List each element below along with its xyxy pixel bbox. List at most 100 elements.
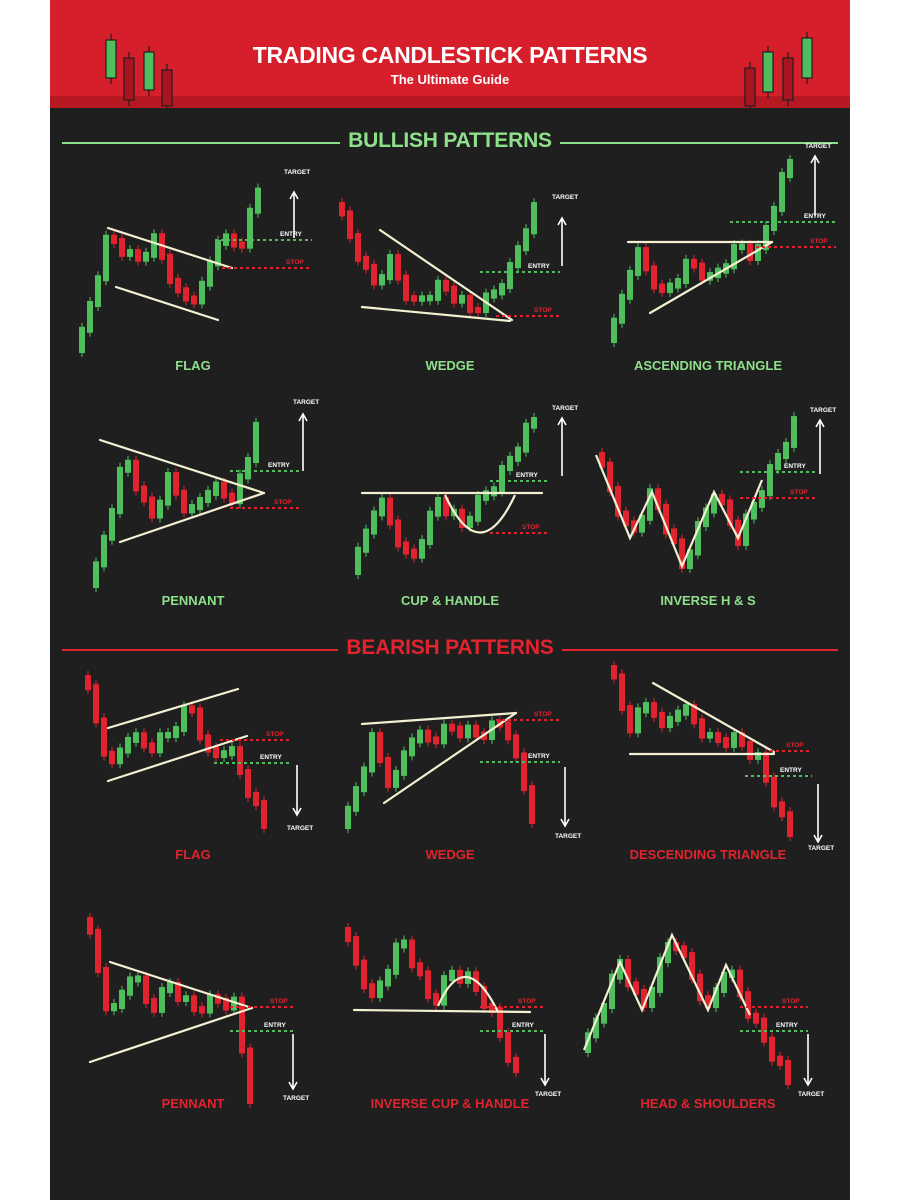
bull-candle: [213, 481, 219, 496]
bull-candle: [731, 244, 737, 270]
bear-candle: [247, 1047, 253, 1104]
bull-candle: [523, 228, 529, 252]
bear-pennant-chart: ENTRY STOP TARGET: [87, 913, 309, 1108]
bull-candle: [377, 980, 383, 999]
bear-candle: [387, 497, 393, 526]
bull-candle: [751, 501, 757, 520]
bear-candle: [395, 519, 401, 548]
bear-candle: [691, 258, 697, 269]
bear-candle: [347, 210, 353, 240]
bull-candle: [703, 507, 709, 528]
pattern-label-bear-wedge: WEDGE: [425, 847, 475, 862]
bear-candle: [119, 238, 125, 257]
bear-candle: [425, 729, 431, 743]
bull-candle: [635, 247, 641, 276]
bull-candle: [237, 473, 243, 505]
bull-candle: [619, 293, 625, 324]
bear-candle: [237, 746, 243, 775]
bull-candle: [371, 510, 377, 535]
bear-candle: [715, 732, 721, 743]
target-arrow-head: [292, 807, 302, 817]
target-marker: TARGET: [535, 1091, 561, 1098]
bull-candle: [109, 508, 115, 541]
bull-candle: [215, 239, 221, 267]
bull-candle: [247, 207, 253, 249]
bull-candle: [683, 704, 689, 716]
bearish-section-title: BEARISH PATTERNS: [50, 636, 850, 660]
bull-candle: [117, 747, 123, 765]
entry-marker: ENTRY: [776, 1022, 798, 1029]
target-marker: TARGET: [555, 833, 581, 840]
bull-candle: [127, 249, 133, 257]
bull-candle: [755, 752, 761, 760]
bear-candle: [769, 1036, 775, 1062]
bear-candle: [109, 750, 115, 765]
target-marker: TARGET: [798, 1091, 824, 1098]
bear-candle: [173, 472, 179, 496]
bear-candle: [205, 734, 211, 753]
entry-marker: ENTRY: [516, 472, 538, 479]
bear-candle: [753, 1012, 759, 1024]
stop-marker: STOP: [274, 499, 292, 506]
bull-candle: [379, 497, 385, 517]
bear-candle: [513, 734, 519, 759]
bull-candle: [189, 504, 195, 514]
flag-lower-line: [114, 285, 220, 322]
bear-candle: [611, 665, 617, 680]
bear-candle: [705, 995, 711, 1009]
target-marker: TARGET: [284, 169, 310, 176]
bear-candle: [723, 737, 729, 748]
bull-candle: [775, 453, 781, 471]
bear-candle: [689, 952, 695, 980]
bear-candle: [481, 986, 487, 1009]
bull-candle: [647, 488, 653, 521]
bear-candle: [651, 702, 657, 718]
header-banner: [50, 0, 850, 108]
entry-marker: ENTRY: [804, 213, 826, 220]
bull-candle: [255, 187, 261, 214]
bear-candle: [643, 247, 649, 272]
bear-candle: [513, 1056, 519, 1074]
bull-candle: [675, 278, 681, 289]
pennant-lower-line: [118, 491, 266, 544]
bull-pennant-chart: ENTRY STOP TARGET: [93, 399, 319, 592]
bull-candle: [767, 464, 773, 497]
target-arrow-head: [557, 416, 567, 426]
bull-candle: [419, 539, 425, 559]
pattern-label-ascending-triangle: ASCENDING TRIANGLE: [633, 358, 783, 373]
header-candles-right-icon: [744, 32, 813, 110]
bear-candle: [771, 776, 777, 808]
bear-candle: [213, 746, 219, 758]
header-bear-candle: [782, 57, 794, 101]
bear-candle: [663, 503, 669, 535]
bull-candle: [711, 493, 717, 514]
bear-candle: [623, 510, 629, 527]
bear-candle: [385, 757, 391, 788]
bear-candle: [443, 279, 449, 292]
bull-candle: [643, 702, 649, 714]
bear-candle: [149, 496, 155, 519]
bear-candle: [737, 969, 743, 998]
pattern-label-bear-flag: FLAG: [175, 847, 211, 862]
bull-candle: [245, 457, 251, 480]
target-arrow-head: [557, 216, 567, 226]
bull-candle: [353, 786, 359, 812]
bear-candle: [87, 917, 93, 935]
stop-marker: STOP: [270, 998, 288, 1005]
bull-candle: [755, 244, 761, 262]
target-arrow-head: [813, 834, 823, 844]
flag-upper-line: [106, 226, 234, 270]
bull-candle: [127, 976, 133, 996]
bear-candle: [261, 800, 267, 829]
wedge-upper-line: [378, 228, 514, 322]
bull-candle: [475, 494, 481, 522]
bull-candle: [133, 732, 139, 743]
bear-candle: [111, 234, 117, 244]
bear-candle: [521, 752, 527, 792]
bull-candle: [409, 737, 415, 757]
bull-candle: [729, 969, 735, 978]
bull-candle: [695, 521, 701, 556]
bear-candle: [659, 283, 665, 294]
bull-candle: [363, 528, 369, 553]
target-arrow-head: [810, 154, 820, 164]
